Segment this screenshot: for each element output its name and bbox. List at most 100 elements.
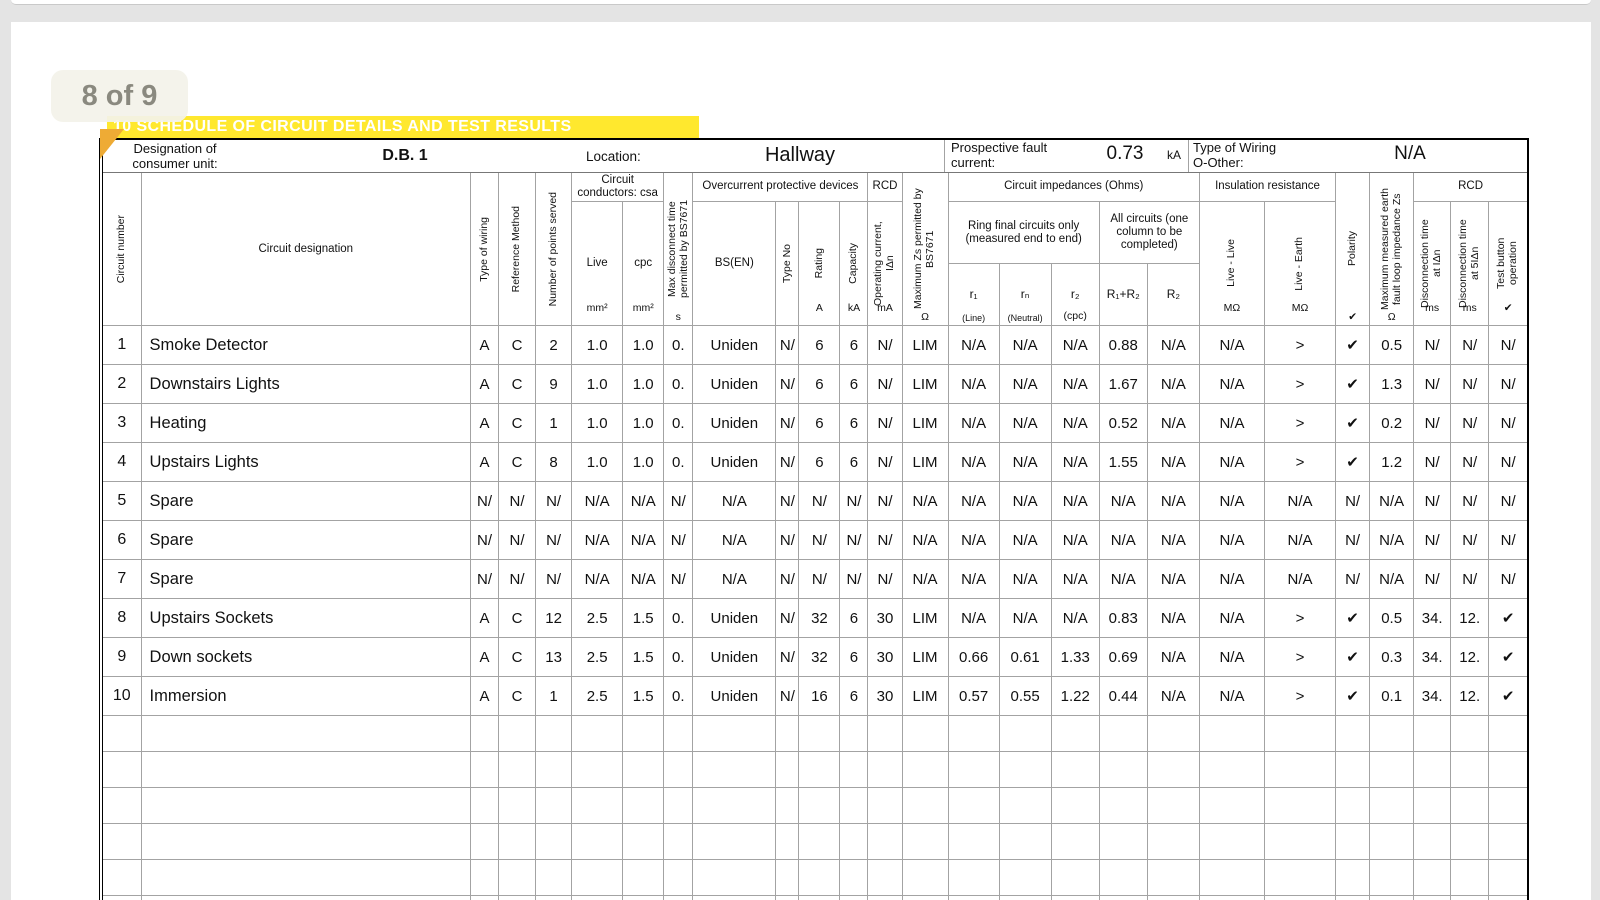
cell: N/A	[1146, 442, 1200, 482]
cell: N/A	[1098, 520, 1148, 560]
cell: Uniden	[692, 442, 777, 482]
empty-cell	[947, 715, 1000, 752]
empty-cell	[867, 787, 903, 824]
col-header-typeno: Type No	[775, 200, 800, 327]
cell: N/	[663, 481, 694, 521]
table-row: 9 Down sockets A C 13 2.5 1.5 0. Uniden N/32 6 30 LI…	[103, 637, 1527, 677]
cell: N/A	[998, 481, 1052, 521]
cell: Uniden	[692, 403, 777, 443]
cell: 1	[103, 325, 142, 365]
cell: N/A	[1369, 481, 1415, 521]
cell: N/	[469, 559, 500, 599]
divider	[944, 140, 945, 172]
cell: Immersion	[140, 676, 471, 716]
cell: N/	[1450, 325, 1490, 365]
cell: Upstairs Sockets	[140, 598, 471, 638]
cell: Smoke Detector	[140, 325, 471, 365]
empty-cell	[867, 751, 903, 788]
cell: N/A	[571, 559, 624, 599]
cell: N/	[867, 403, 903, 443]
cell: 3	[103, 403, 142, 443]
document-page: 10 SCHEDULE OF CIRCUIT DETAILS AND TEST …	[11, 22, 1591, 900]
cell: N/	[498, 481, 537, 521]
cell: 0.	[663, 403, 694, 443]
designation-value: D.B. 1	[382, 147, 428, 164]
empty-cell	[692, 715, 777, 752]
cell: N/	[1488, 325, 1527, 365]
empty-cell	[1263, 823, 1337, 860]
empty-cell	[1488, 751, 1527, 788]
cell: N/	[1450, 559, 1490, 599]
cell: LIM	[901, 325, 949, 365]
empty-cell	[1146, 787, 1200, 824]
empty-cell	[901, 715, 949, 752]
cell: N/A	[692, 481, 777, 521]
empty-table-row	[103, 895, 1527, 900]
empty-cell	[535, 895, 573, 900]
empty-cell	[571, 715, 624, 752]
empty-cell	[103, 895, 142, 900]
cell: A	[469, 403, 500, 443]
cell: Uniden	[692, 364, 777, 404]
empty-cell	[535, 859, 573, 896]
cell: 12.	[1450, 676, 1490, 716]
cell: Upstairs Lights	[140, 442, 471, 482]
cell: N/	[798, 481, 841, 521]
cell: ✔	[1335, 403, 1371, 443]
cell: 32	[798, 637, 841, 677]
cell: N/	[775, 403, 800, 443]
cell: N/A	[1198, 598, 1265, 638]
empty-cell	[469, 859, 500, 896]
empty-cell	[663, 787, 694, 824]
empty-cell	[839, 823, 869, 860]
table-row: 10 Immersion A C 1 2.5 1.5 0. Uniden N/16 6 30 LIM 0.…	[103, 676, 1527, 716]
cell: C	[498, 676, 537, 716]
designation-label: Designation of consumer unit:	[132, 141, 218, 171]
cell: N/A	[1050, 598, 1100, 638]
empty-cell	[469, 715, 500, 752]
empty-cell	[571, 787, 624, 824]
cell: N/	[1413, 559, 1452, 599]
cell: 2.5	[571, 598, 624, 638]
cell: N/A	[1050, 559, 1100, 599]
empty-cell	[1450, 787, 1490, 824]
cell: N/A	[571, 520, 624, 560]
empty-cell	[1198, 859, 1265, 896]
empty-cell	[1369, 895, 1415, 900]
divider	[1188, 140, 1189, 172]
col-header-ll: Live - Live MΩ	[1198, 200, 1265, 327]
cell: N/A	[1146, 403, 1200, 443]
empty-cell	[571, 859, 624, 896]
cell: 0.	[663, 364, 694, 404]
cell: N/A	[1098, 481, 1148, 521]
cell: N/	[1335, 559, 1371, 599]
cell: N/	[1450, 442, 1490, 482]
cell: A	[469, 676, 500, 716]
empty-cell	[622, 859, 665, 896]
empty-cell	[622, 715, 665, 752]
location-label: Location:	[586, 149, 641, 164]
cell: 0.	[663, 325, 694, 365]
cell: 6	[798, 442, 841, 482]
empty-cell	[469, 895, 500, 900]
group-header: Ring final circuits only (measured end t…	[947, 200, 1100, 265]
empty-cell	[998, 823, 1052, 860]
cell: 0.52	[1098, 403, 1148, 443]
cell: 5	[103, 481, 142, 521]
empty-cell	[469, 787, 500, 824]
cell: N/A	[998, 520, 1052, 560]
cell: Uniden	[692, 325, 777, 365]
cell: 6	[839, 364, 869, 404]
empty-cell	[1263, 787, 1337, 824]
empty-cell	[692, 787, 777, 824]
empty-cell	[839, 859, 869, 896]
cell: 4	[103, 442, 142, 482]
empty-cell	[901, 787, 949, 824]
empty-cell	[798, 895, 841, 900]
col-header-designation: Circuit designation	[140, 173, 471, 326]
cell: 12.	[1450, 598, 1490, 638]
col-header-rn: rₙ (Neutral)	[998, 263, 1052, 326]
empty-cell	[947, 859, 1000, 896]
empty-cell	[901, 751, 949, 788]
cell: 30	[867, 598, 903, 638]
